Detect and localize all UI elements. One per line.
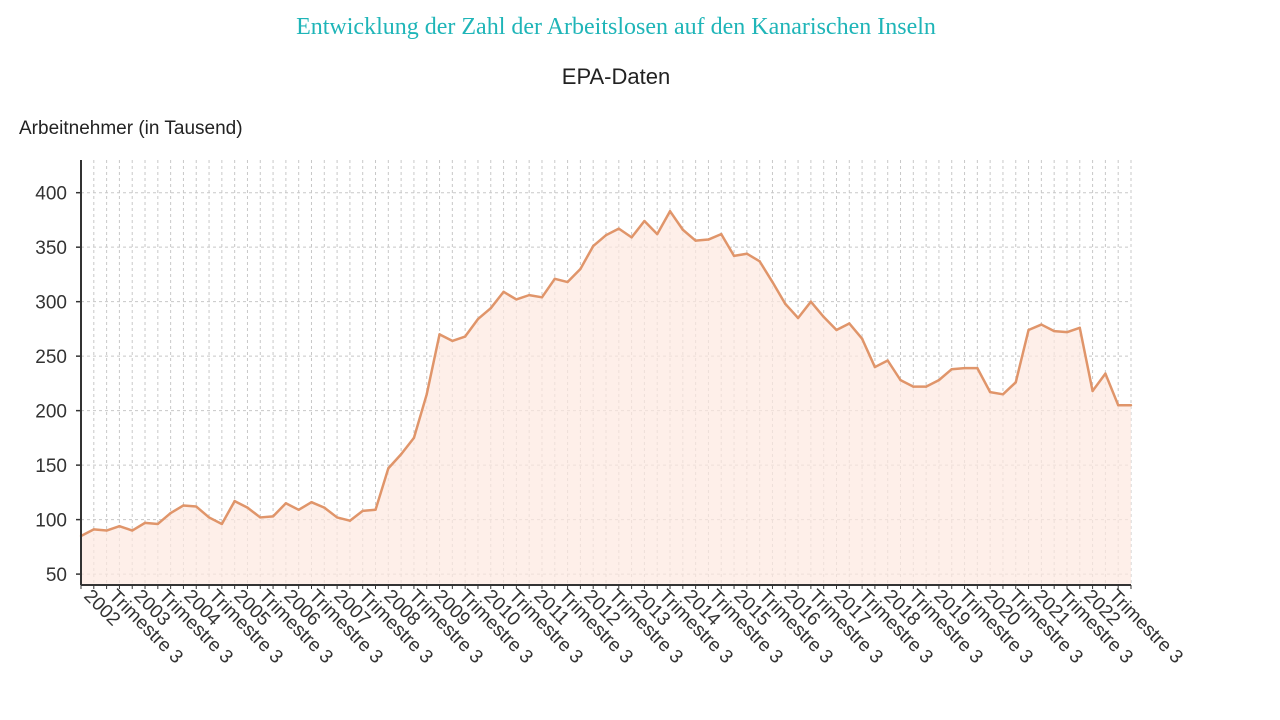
data-point [412,436,416,440]
data-point [131,529,134,532]
series-area-fill [81,211,1131,585]
data-point [899,378,902,382]
data-point [848,322,851,325]
data-point [963,366,966,370]
data-point [656,232,659,236]
data-point [553,277,556,280]
data-point [1027,328,1030,332]
data-point [643,219,646,223]
y-tick-label: 100 [35,511,67,532]
y-tick-label: 250 [35,347,67,368]
data-point [1001,393,1005,396]
data-point [912,385,915,388]
data-point [233,499,236,503]
data-point [451,339,454,343]
data-point [246,506,249,509]
data-point [323,506,326,509]
data-point [387,467,390,470]
data-point [118,524,121,528]
data-point [156,522,160,526]
data-point [771,280,774,284]
data-point [297,508,300,512]
data-point [348,519,352,522]
data-point [950,368,953,371]
data-point [1040,323,1043,326]
data-point [425,393,428,396]
data-point [1078,326,1081,330]
data-point [720,232,723,236]
data-point [169,511,172,515]
data-point [1014,381,1017,384]
data-point [617,227,621,230]
data-point [873,365,877,369]
data-point [822,315,825,319]
data-point [335,516,339,519]
data-point [476,317,480,321]
data-point [92,528,96,531]
data-point [515,298,518,301]
data-point [259,516,262,519]
data-point [271,515,275,518]
y-tick-label: 400 [35,184,67,205]
y-tick-label: 150 [35,456,67,477]
data-point [310,500,313,504]
chart-title: Entwicklung der Zahl der Arbeitslosen au… [296,14,936,40]
data-point [732,254,736,258]
data-point [976,366,979,370]
data-point [527,293,531,297]
data-point [143,521,147,525]
data-point [1052,329,1056,333]
data-point [809,300,813,303]
y-tick-label: 300 [35,293,67,314]
data-point [1104,372,1107,375]
data-point [182,504,185,507]
data-point [886,359,889,362]
data-point [195,505,198,508]
data-point [207,516,211,519]
data-point [220,522,224,526]
data-point [707,238,710,241]
data-point [361,509,364,513]
y-tick-label: 50 [46,565,67,586]
data-point [438,333,441,336]
data-point [489,307,492,310]
data-point [1091,389,1094,393]
data-point [591,244,595,248]
data-point [374,508,377,512]
data-point [937,378,941,382]
data-point [399,453,403,456]
data-point [796,316,800,320]
data-point [463,335,467,338]
data-point [681,228,685,231]
data-point [1116,403,1120,407]
y-axis-label: Arbeitnehmer (in Tausend) [19,118,243,139]
data-point [579,267,582,271]
data-point [924,385,928,388]
data-point [668,210,672,213]
data-point [1129,403,1133,407]
data-point [745,252,749,255]
data-point [284,502,288,505]
data-point [566,280,569,284]
data-point [630,236,633,239]
data-point [502,290,505,294]
data-point [604,233,608,237]
data-point [784,302,787,306]
y-tick-label: 350 [35,238,67,259]
data-point [105,529,108,532]
data-point [860,337,864,340]
data-point [988,390,992,394]
data-point [694,239,697,242]
data-point [758,260,761,263]
y-tick-label: 200 [35,402,67,423]
data-point [835,328,838,332]
data-point [1065,330,1069,334]
chart-subtitle: EPA-Daten [561,64,671,89]
data-point [540,296,544,299]
